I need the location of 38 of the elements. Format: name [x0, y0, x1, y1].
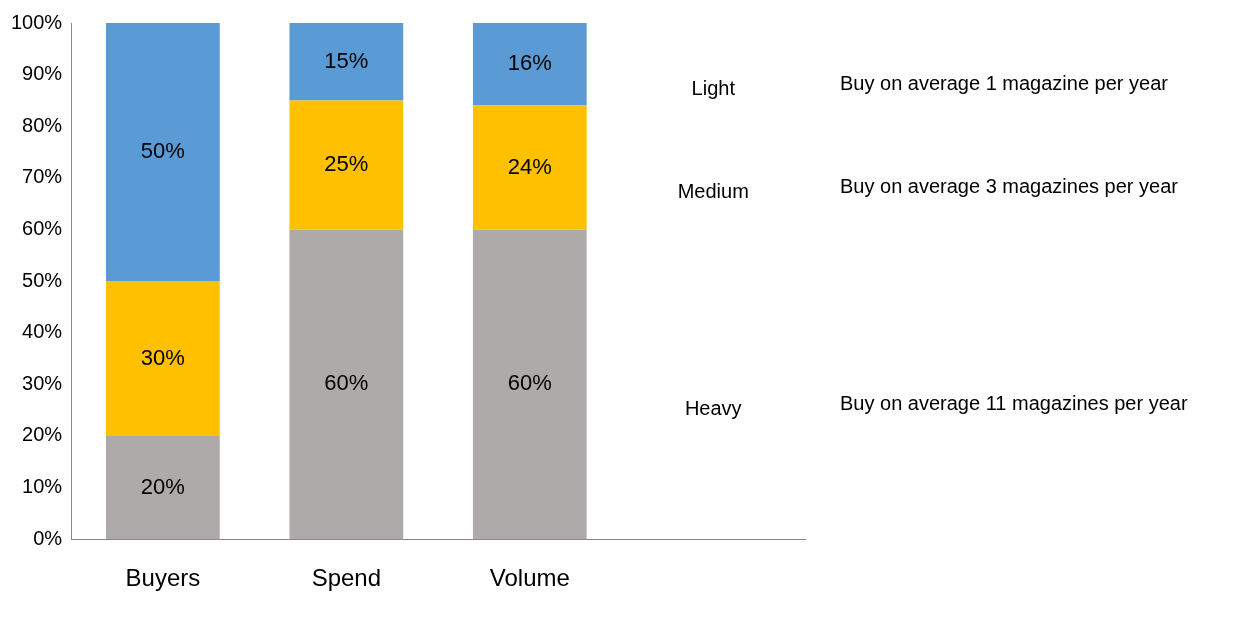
data-label: 60%: [324, 370, 369, 396]
data-label: 20%: [140, 473, 185, 499]
text: Buy on average 11 magazines per year: [840, 391, 1188, 414]
bar: [289, 229, 404, 540]
x-tick-label: Buyers: [125, 564, 201, 592]
y-tick-label: 20%: [22, 423, 63, 446]
data-label: 60%: [507, 370, 552, 396]
bar: [106, 281, 220, 436]
text: Heavy: [684, 396, 742, 419]
x-tick-label: Spend: [311, 564, 382, 592]
text: Medium: [677, 180, 749, 203]
bar: [472, 229, 587, 540]
y-tick-label: 100%: [11, 10, 63, 33]
bar: [106, 435, 220, 540]
y-tick-label: 60%: [22, 217, 63, 239]
data-label: 50%: [140, 138, 185, 164]
y-tick-label: 10%: [22, 475, 63, 498]
data-label: 25%: [324, 151, 369, 177]
bar: [472, 23, 587, 106]
data-label: 30%: [140, 344, 185, 370]
text: Light: [691, 76, 736, 99]
x-tick-label: Volume: [489, 564, 570, 592]
text: Buy on average 3 magazines per year: [840, 175, 1179, 198]
y-tick-label: 70%: [22, 165, 63, 188]
data-label: 24%: [507, 153, 552, 179]
bar: [106, 23, 220, 282]
y-tick-label: 30%: [22, 371, 63, 394]
y-tick-label: 80%: [22, 113, 63, 136]
bar: [289, 100, 404, 230]
text: Buy on average 1 magazine per year: [840, 71, 1169, 94]
bar: [472, 105, 587, 230]
y-tick-label: 40%: [22, 320, 63, 343]
y-tick-label: 0%: [33, 526, 63, 549]
y-tick-label: 90%: [22, 62, 63, 85]
y-tick-label: 50%: [22, 268, 63, 291]
data-label: 15%: [324, 47, 369, 73]
data-label: 16%: [507, 50, 552, 76]
bar: [289, 23, 404, 101]
